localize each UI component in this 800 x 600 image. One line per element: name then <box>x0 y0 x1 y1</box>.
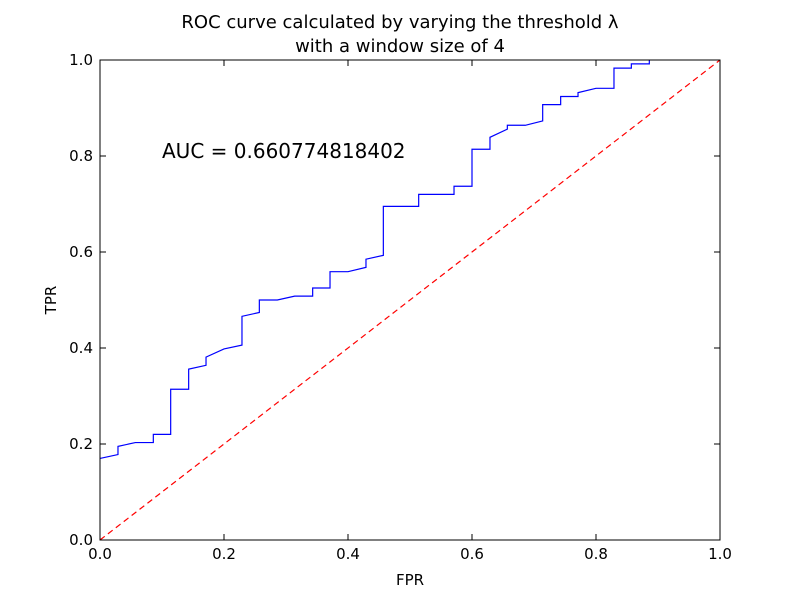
x-axis-label: FPR <box>396 571 424 589</box>
x-tick-label: 0.0 <box>88 545 112 563</box>
chart-title-line-2: with a window size of 4 <box>295 36 505 57</box>
chart-title-line-1: ROC curve calculated by varying the thre… <box>181 12 619 33</box>
y-tick-label: 0.8 <box>69 147 93 165</box>
chance-diagonal-line <box>99 59 721 541</box>
plot-frame <box>99 59 721 541</box>
x-tick-label: 1.0 <box>708 545 732 563</box>
y-tick-label: 0.2 <box>69 435 93 453</box>
y-tick-label: 0.6 <box>69 243 93 261</box>
x-tick-label: 0.6 <box>460 545 484 563</box>
y-tick-label: 1.0 <box>69 51 93 69</box>
auc-annotation: AUC = 0.660774818402 <box>162 139 406 163</box>
x-tick-label: 0.2 <box>212 545 236 563</box>
y-axis-label: TPR <box>42 286 60 316</box>
x-tick-label: 0.4 <box>336 545 360 563</box>
x-tick-label: 0.8 <box>584 545 608 563</box>
roc-curve-line <box>99 60 650 459</box>
y-tick-label: 0.0 <box>69 531 93 549</box>
y-tick-label: 0.4 <box>69 339 93 357</box>
